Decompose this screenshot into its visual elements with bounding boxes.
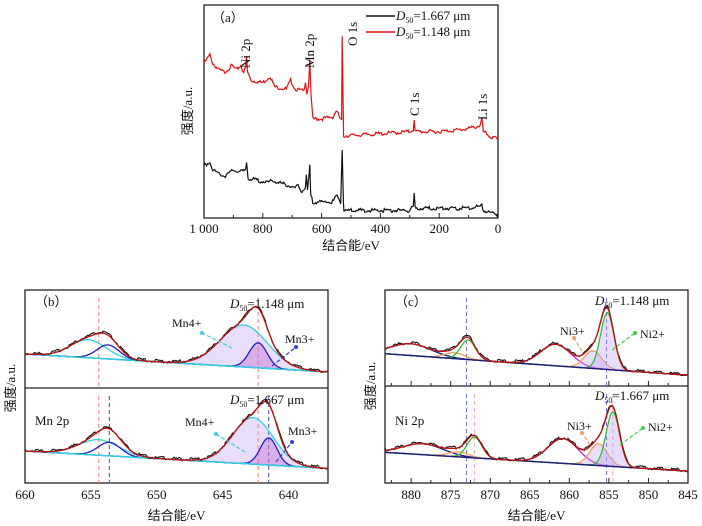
x-axis-label-b: 结合能/eV xyxy=(148,508,206,523)
x-tick-label-c: 845 xyxy=(678,487,698,502)
x-tick-label-a: 600 xyxy=(312,221,332,236)
component-fill xyxy=(25,325,328,372)
background-line xyxy=(24,353,329,373)
annotation-arrow xyxy=(611,332,636,351)
core-level-label-b: Mn 2p xyxy=(35,413,69,428)
x-tick-label-b: 640 xyxy=(279,487,299,502)
annotation-arrow xyxy=(201,332,233,349)
x-tick-label-c: 855 xyxy=(599,487,619,502)
panel-label-b: （b） xyxy=(35,294,68,309)
x-tick-label-c: 875 xyxy=(441,487,461,502)
component-fill xyxy=(25,417,328,469)
raw-data-line xyxy=(24,305,329,373)
panel-label-c: （c） xyxy=(395,294,427,309)
x-axis-label-c: 结合能/eV xyxy=(508,508,566,523)
survey-series-red xyxy=(203,36,499,140)
peak-label-ni-2p: Ni 2p xyxy=(238,39,253,68)
x-tick-label-c: 850 xyxy=(639,487,659,502)
sample-label: D50=1.667 μm xyxy=(594,388,669,405)
peak-label-mn-2p: Mn 2p xyxy=(302,34,317,68)
raw-data-line xyxy=(384,405,689,473)
sample-label: D50=1.148 μm xyxy=(594,293,669,310)
x-axis-label-a: 结合能/eV xyxy=(322,238,380,253)
x-tick-label-a: 200 xyxy=(429,221,449,236)
envelope-fit-line xyxy=(25,306,328,373)
annotation-arrow xyxy=(573,337,583,352)
x-tick-label-a: 0 xyxy=(495,221,502,236)
component-fill xyxy=(25,342,328,372)
annotation-arrow xyxy=(271,346,297,367)
x-tick-label-c: 860 xyxy=(560,487,580,502)
fit-component xyxy=(384,443,688,472)
plot-frame-b xyxy=(24,289,329,484)
fit-component-Ni2plus xyxy=(384,311,689,376)
annotation-arrow xyxy=(581,432,591,446)
envelope-fit-line xyxy=(384,306,689,376)
peak-label-o-1s: O 1s xyxy=(345,22,360,46)
arrow-head-icon xyxy=(200,331,204,335)
annotation-arrow xyxy=(619,427,644,446)
arrow-head-icon xyxy=(641,426,645,430)
survey-series-black xyxy=(203,149,499,218)
arrow-head-icon xyxy=(580,431,584,435)
arrow-head-icon xyxy=(294,345,298,349)
legend-entry: D50=1.148 μm xyxy=(395,24,470,41)
x-tick-label-c: 865 xyxy=(520,487,540,502)
x-tick-label-c: 870 xyxy=(480,487,500,502)
component-fill xyxy=(385,350,688,376)
peak-label-c-1s: C 1s xyxy=(407,93,422,116)
legend-entry: D50=1.667 μm xyxy=(395,8,470,25)
component-fill xyxy=(385,443,688,472)
envelope-fit-line xyxy=(384,404,688,472)
peak-label-li-1s: Li 1s xyxy=(475,94,490,120)
annotation-Ni3plus: Ni3+ xyxy=(560,324,585,338)
envelope-fit-line xyxy=(24,400,329,470)
annotation-Mn4plus: Mn4+ xyxy=(172,316,202,330)
x-tick-label-a: 400 xyxy=(371,221,391,236)
y-axis-label-b: 强度/a.u. xyxy=(3,364,18,412)
x-tick-label-c: 880 xyxy=(401,487,421,502)
arrow-head-icon xyxy=(633,331,637,335)
sample-label: D50=1.148 μm xyxy=(229,296,304,313)
x-tick-label-b: 655 xyxy=(81,487,101,502)
annotation-arrow xyxy=(275,441,293,463)
fit-component-Ni3plus xyxy=(384,443,688,472)
panel-label-a: （a） xyxy=(212,10,244,25)
x-tick-label-b: 660 xyxy=(15,487,35,502)
x-tick-label-a: 800 xyxy=(253,221,273,236)
annotation-Mn3plus: Mn3+ xyxy=(285,332,315,346)
annotation-Ni3plus: Ni3+ xyxy=(567,419,592,433)
y-axis-label-a: 强度/a.u. xyxy=(180,87,195,135)
y-axis-label-c: 强度/a.u. xyxy=(363,362,378,410)
annotation-Ni2plus: Ni2+ xyxy=(648,420,673,434)
annotation-Ni2plus: Ni2+ xyxy=(640,327,665,341)
arrow-head-icon xyxy=(290,440,294,444)
component-fill xyxy=(385,312,688,376)
core-level-label-c: Ni 2p xyxy=(395,413,424,428)
x-tick-label-b: 650 xyxy=(147,487,167,502)
x-tick-label-a: 1 000 xyxy=(189,221,218,236)
component-fill xyxy=(385,412,688,472)
sample-label: D50=1.667 μm xyxy=(229,392,304,409)
arrow-head-icon xyxy=(572,336,576,340)
annotation-Mn4plus: Mn4+ xyxy=(185,415,215,429)
x-tick-label-b: 645 xyxy=(213,487,233,502)
raw-data-line xyxy=(384,305,689,377)
arrow-head-icon xyxy=(214,432,218,436)
annotation-Mn3plus: Mn3+ xyxy=(288,424,318,438)
